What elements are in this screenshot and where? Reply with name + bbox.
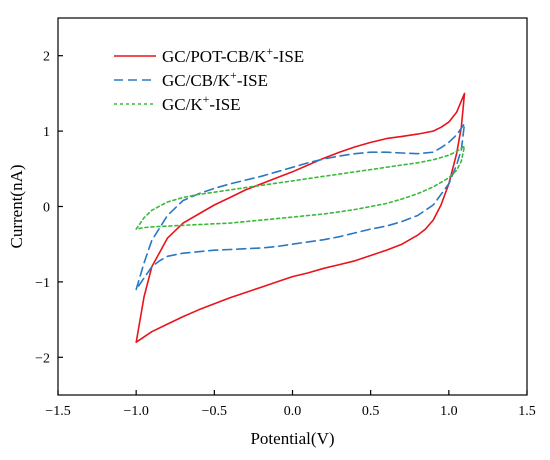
x-tick-label: 0.0 — [284, 404, 302, 419]
y-tick-label: −2 — [35, 351, 50, 366]
x-tick-label: −1.5 — [45, 404, 70, 419]
legend-label-3: GC/K+-ISE — [162, 92, 241, 114]
y-tick-label: 2 — [43, 50, 50, 65]
plot-series — [135, 92, 466, 343]
plot-frame — [57, 17, 528, 396]
series-line-1 — [135, 92, 466, 343]
y-tick-label: 0 — [43, 201, 50, 216]
x-tick-label: −0.5 — [202, 404, 227, 419]
x-tick-label: 1.0 — [440, 404, 458, 419]
series-line-3 — [135, 145, 466, 230]
y-tick-label: 1 — [43, 125, 50, 140]
legend-label-2: GC/CB/K+-ISE — [162, 68, 268, 90]
x-tick-label: 1.5 — [518, 404, 536, 419]
x-axis-title: Potential(V) — [250, 429, 334, 448]
legend-label-1: GC/POT-CB/K+-ISE — [162, 44, 304, 66]
axes: −1.5 −1.0 −0.5 0.0 0.5 1.0 1.5 −2 −1 0 1 2 — [35, 17, 536, 419]
y-axis-title: Current(nA) — [7, 164, 26, 248]
series-line-2 — [135, 122, 466, 291]
x-tick-label: −1.0 — [123, 404, 148, 419]
y-tick-label: −1 — [35, 276, 50, 291]
x-tick-label: 0.5 — [362, 404, 380, 419]
